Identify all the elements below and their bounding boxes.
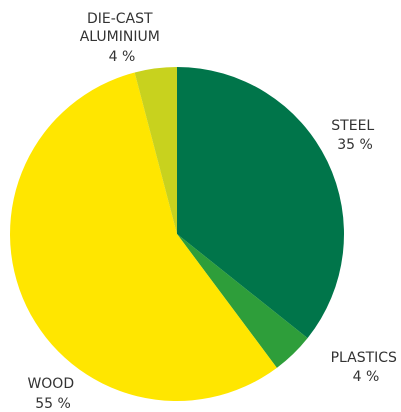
pie-slice-die-cast-aluminium: [134, 67, 177, 234]
pie-labels: DIE-CAST ALUMINIUM 4 % STEEL 35 % PLASTI…: [27, 11, 401, 412]
pie-slice-steel: [177, 67, 345, 339]
pie-slice-plastics: [177, 234, 308, 368]
label-steel: STEEL 35 %: [331, 118, 378, 153]
label-plastics: PLASTICS 4 %: [331, 350, 401, 385]
pie-slices: [10, 67, 345, 401]
label-die-cast-aluminium: DIE-CAST ALUMINIUM 4 %: [80, 11, 165, 65]
pie-slice-wood: [10, 72, 277, 401]
label-wood: WOOD 55 %: [27, 376, 78, 412]
